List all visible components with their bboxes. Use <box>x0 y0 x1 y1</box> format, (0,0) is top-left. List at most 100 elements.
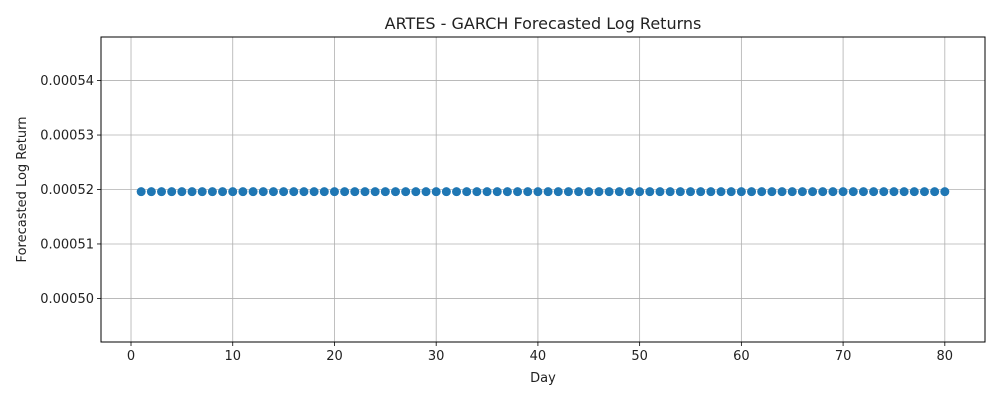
data-point <box>706 187 716 197</box>
data-point <box>218 187 228 197</box>
x-tick-label: 10 <box>224 349 241 364</box>
data-point <box>319 187 329 197</box>
data-point <box>808 187 818 197</box>
data-point <box>482 187 492 197</box>
data-point <box>513 187 523 197</box>
data-point <box>136 187 146 197</box>
data-point <box>919 187 929 197</box>
data-point <box>574 187 584 197</box>
data-point <box>797 187 807 197</box>
data-point <box>431 187 441 197</box>
y-tick-label: 0.00052 <box>40 183 94 198</box>
data-point <box>523 187 533 197</box>
data-point <box>177 187 187 197</box>
data-point <box>767 187 777 197</box>
data-point <box>401 187 411 197</box>
data-point <box>787 187 797 197</box>
data-point <box>157 187 167 197</box>
data-point <box>207 187 217 197</box>
data-point <box>757 187 767 197</box>
x-tick-label: 70 <box>835 349 852 364</box>
x-axis-label: Day <box>530 371 556 386</box>
data-point <box>858 187 868 197</box>
data-point <box>818 187 828 197</box>
data-point <box>828 187 838 197</box>
data-point <box>736 187 746 197</box>
y-tick-label: 0.00051 <box>40 237 94 252</box>
x-tick-label: 20 <box>326 349 343 364</box>
data-point <box>930 187 940 197</box>
data-point <box>197 187 207 197</box>
x-tick-label: 0 <box>127 349 135 364</box>
data-point <box>543 187 553 197</box>
data-point <box>441 187 451 197</box>
data-point <box>248 187 258 197</box>
data-point <box>645 187 655 197</box>
data-point <box>370 187 380 197</box>
y-tick-label: 0.00050 <box>40 292 94 307</box>
data-point <box>238 187 248 197</box>
y-axis-label: Forecasted Log Return <box>15 117 30 263</box>
data-point <box>869 187 879 197</box>
data-point <box>879 187 889 197</box>
data-point <box>502 187 512 197</box>
data-point <box>289 187 299 197</box>
data-point <box>279 187 289 197</box>
data-point <box>421 187 431 197</box>
y-tick-label: 0.00053 <box>40 129 94 144</box>
data-point <box>655 187 665 197</box>
data-point <box>747 187 757 197</box>
y-tick-label: 0.00054 <box>40 74 94 89</box>
data-point <box>329 187 339 197</box>
data-point <box>614 187 624 197</box>
data-point <box>686 187 696 197</box>
data-point <box>726 187 736 197</box>
x-tick-label: 80 <box>937 349 954 364</box>
x-axis-ticks: 0 10 20 30 40 50 60 70 80 <box>127 342 953 364</box>
x-tick-label: 60 <box>733 349 750 364</box>
data-point <box>492 187 502 197</box>
x-tick-label: 50 <box>631 349 648 364</box>
data-point <box>472 187 482 197</box>
data-point <box>553 187 563 197</box>
data-point <box>594 187 604 197</box>
data-point <box>909 187 919 197</box>
data-point <box>716 187 726 197</box>
data-point <box>350 187 360 197</box>
data-points <box>136 187 950 197</box>
data-point <box>533 187 543 197</box>
data-point <box>146 187 156 197</box>
grid-layer <box>101 37 985 342</box>
data-point <box>258 187 268 197</box>
data-point <box>187 187 197 197</box>
data-point <box>268 187 278 197</box>
data-point <box>411 187 421 197</box>
data-point <box>390 187 400 197</box>
data-point <box>360 187 370 197</box>
data-point <box>340 187 350 197</box>
data-point <box>563 187 573 197</box>
data-point <box>380 187 390 197</box>
y-axis-ticks: 0.00050 0.00051 0.00052 0.00053 0.00054 <box>40 74 101 307</box>
data-point <box>899 187 909 197</box>
data-point <box>604 187 614 197</box>
data-point <box>675 187 685 197</box>
data-point <box>696 187 706 197</box>
data-point <box>665 187 675 197</box>
data-point <box>838 187 848 197</box>
data-point <box>635 187 645 197</box>
data-point <box>624 187 634 197</box>
data-point <box>228 187 238 197</box>
data-point <box>584 187 594 197</box>
data-point <box>777 187 787 197</box>
x-tick-label: 40 <box>530 349 547 364</box>
data-point <box>167 187 177 197</box>
data-point <box>462 187 472 197</box>
chart-title: ARTES - GARCH Forecasted Log Returns <box>385 14 702 33</box>
data-point <box>299 187 309 197</box>
data-point <box>848 187 858 197</box>
data-point <box>889 187 899 197</box>
data-point <box>309 187 319 197</box>
